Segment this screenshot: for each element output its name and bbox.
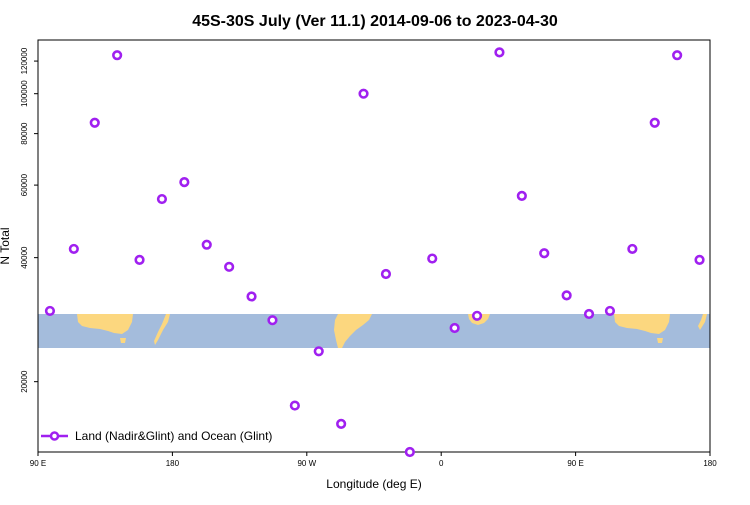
- chart-title: 45S-30S July (Ver 11.1) 2014-09-06 to 20…: [192, 13, 558, 30]
- y-axis-label: N Total: [0, 227, 12, 264]
- data-point: [156, 193, 168, 205]
- map-land-australia: [77, 314, 133, 334]
- y-tick-label: 20000: [20, 370, 29, 393]
- data-point: [516, 190, 527, 201]
- x-tick-label: 0: [439, 459, 444, 468]
- x-tick-label: 90 W: [297, 459, 316, 468]
- data-point: [358, 88, 369, 99]
- data-point: [380, 268, 392, 280]
- data-point: [649, 117, 660, 128]
- data-point: [68, 243, 79, 255]
- map-land-australia-repeat: [614, 314, 670, 334]
- data-point: [336, 418, 347, 429]
- data-point: [44, 305, 56, 317]
- data-point: [471, 310, 483, 321]
- x-axis: 90 E 180 90 W 0 90 E 180: [30, 452, 717, 468]
- legend: Land (Nadir&Glint) and Ocean (Glint): [41, 429, 272, 443]
- y-tick-label: 80000: [20, 122, 29, 145]
- x-tick-label: 90 E: [30, 459, 46, 468]
- y-tick-label: 100000: [20, 80, 29, 107]
- legend-marker: [49, 431, 60, 441]
- legend-label: Land (Nadir&Glint) and Ocean (Glint): [75, 429, 272, 443]
- x-tick-label: 180: [703, 459, 717, 468]
- data-point: [289, 400, 300, 411]
- data-point: [561, 290, 572, 301]
- data-markers: [44, 47, 705, 458]
- data-point: [672, 50, 683, 61]
- data-point: [201, 239, 212, 250]
- x-tick-label: 180: [166, 459, 180, 468]
- data-point: [313, 346, 324, 357]
- data-point: [89, 117, 100, 128]
- data-point: [583, 308, 595, 320]
- map-land-new-zealand: [154, 314, 170, 345]
- y-tick-label: 120000: [20, 47, 29, 74]
- data-point: [112, 50, 123, 61]
- data-point: [267, 315, 278, 326]
- data-point: [427, 253, 438, 264]
- map-land-south-america: [334, 314, 372, 348]
- data-point: [246, 291, 257, 302]
- map-land-new-zealand-repeat: [698, 314, 707, 330]
- data-point: [449, 322, 460, 334]
- map-land-tasmania-repeat: [657, 338, 663, 343]
- x-tick-label: 90 E: [567, 459, 583, 468]
- map-ocean: [38, 314, 710, 348]
- y-axis: 20000 40000 60000 80000 100000 120000: [20, 47, 38, 393]
- y-tick-label: 40000: [20, 246, 29, 269]
- data-point: [694, 254, 705, 265]
- data-point: [179, 177, 190, 188]
- data-point: [134, 254, 145, 265]
- data-point: [224, 261, 235, 272]
- data-point: [494, 47, 505, 58]
- data-point: [404, 446, 415, 458]
- x-axis-label: Longitude (deg E): [326, 477, 421, 491]
- data-point: [627, 243, 638, 255]
- data-point: [604, 305, 616, 317]
- y-tick-label: 60000: [20, 173, 29, 196]
- world-map-strip: [38, 314, 710, 348]
- map-land-tasmania: [120, 338, 126, 343]
- plot-frame: [37, 39, 711, 453]
- data-point: [539, 248, 550, 259]
